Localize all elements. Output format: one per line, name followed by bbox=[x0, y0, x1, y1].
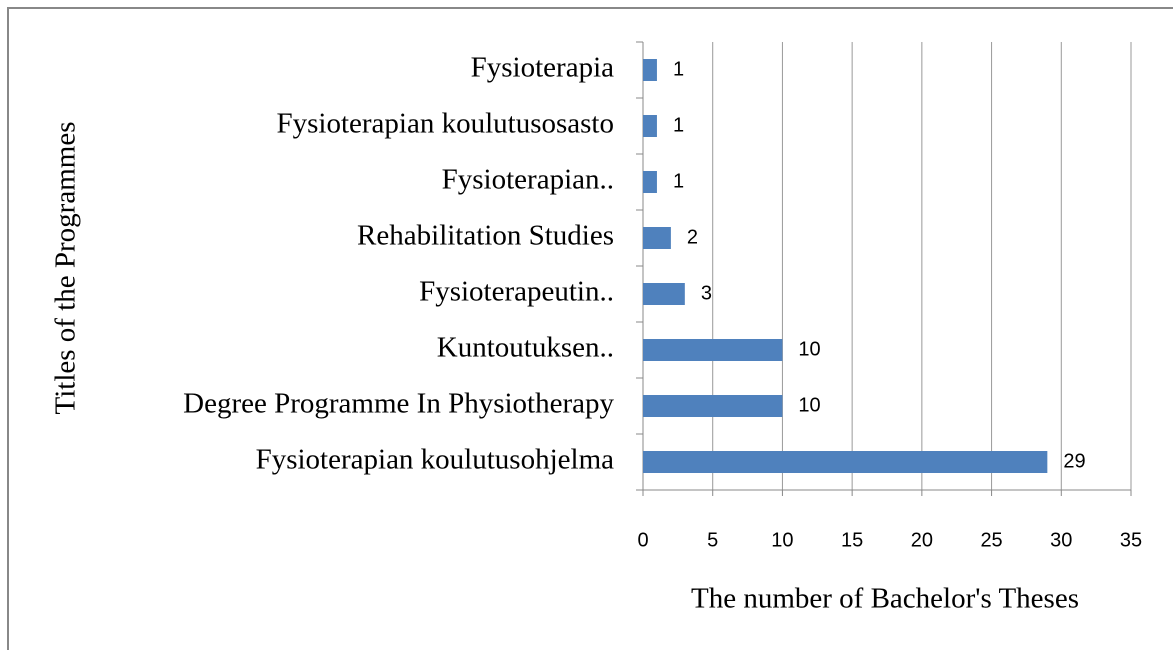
x-tick-label: 20 bbox=[911, 529, 933, 551]
data-label: 29 bbox=[1063, 450, 1085, 472]
x-tick-label: 30 bbox=[1050, 529, 1072, 551]
y-axis-title: Titles of the Programmes bbox=[50, 122, 82, 415]
bar bbox=[643, 451, 1048, 473]
bar bbox=[643, 59, 657, 81]
x-tick-label: 5 bbox=[707, 529, 718, 551]
x-tick-label: 10 bbox=[771, 529, 793, 551]
y-tick-label: Fysioterapian koulutusohjelma bbox=[256, 444, 615, 476]
data-label: 1 bbox=[673, 58, 684, 80]
bar bbox=[643, 227, 671, 249]
data-label: 3 bbox=[701, 282, 712, 304]
x-tick-label: 0 bbox=[637, 529, 648, 551]
data-label: 1 bbox=[673, 114, 684, 136]
bar bbox=[643, 283, 685, 305]
bar bbox=[643, 115, 657, 137]
data-label: 2 bbox=[687, 226, 698, 248]
chart-border bbox=[7, 7, 1173, 650]
y-tick-label: Rehabilitation Studies bbox=[357, 220, 614, 252]
x-tick-label: 15 bbox=[841, 529, 863, 551]
data-label: 1 bbox=[673, 170, 684, 192]
x-tick-label: 35 bbox=[1120, 529, 1142, 551]
bar bbox=[643, 395, 783, 417]
y-tick-label: Fysioterapian.. bbox=[442, 164, 614, 196]
y-tick-label: Fysioterapeutin.. bbox=[419, 276, 614, 308]
y-tick-label: Fysioterapian koulutusosasto bbox=[276, 108, 614, 140]
x-axis-title: The number of Bachelor's Theses bbox=[691, 583, 1079, 615]
data-label: 10 bbox=[798, 394, 820, 416]
bar bbox=[643, 171, 657, 193]
y-tick-label: Degree Programme In Physiotherapy bbox=[183, 388, 614, 420]
data-label: 10 bbox=[798, 338, 820, 360]
bar bbox=[643, 339, 783, 361]
x-tick-label: 25 bbox=[980, 529, 1002, 551]
y-tick-label: Fysioterapia bbox=[471, 52, 614, 84]
y-tick-label: Kuntoutuksen.. bbox=[437, 332, 614, 364]
